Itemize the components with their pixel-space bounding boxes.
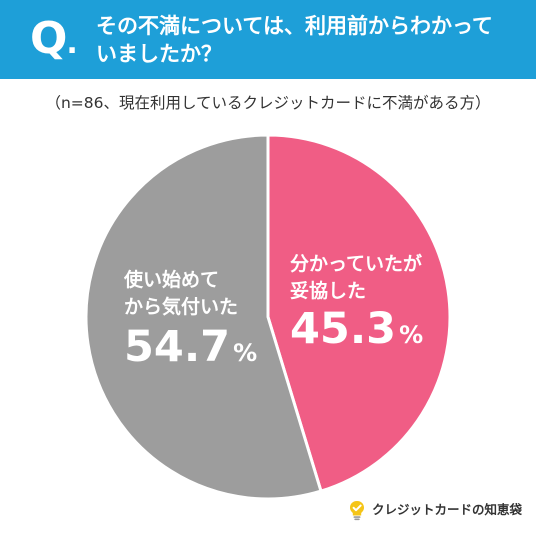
lightbulb-check-icon (349, 501, 364, 521)
slice-label-line-2: から気付いた (124, 295, 238, 318)
question-text: その不満については、利用前からわかって いましたか？ (96, 12, 516, 68)
brand-logo: クレジットカードの知恵袋 (346, 498, 522, 522)
slice-label-line-1: 使い始めて (123, 268, 219, 291)
question-header: Q. その不満については、利用前からわかって いましたか？ (0, 0, 536, 79)
slice-label-line-2: 妥協した (290, 280, 366, 302)
question-q-mark: Q. (30, 11, 78, 72)
brand-text: クレジットカードの知恵袋 (371, 502, 522, 517)
pie-slice-1 (266, 133, 452, 493)
slice-value-unit: % (233, 339, 257, 367)
sample-note: （n=86、現在利用しているクレジットカードに不満がある方） (45, 94, 491, 112)
slice-label-line-1: 分かっていたが (290, 252, 422, 275)
q-letter: Q (30, 13, 67, 64)
slice-value-unit: % (399, 321, 423, 349)
pie-slice-2 (84, 133, 323, 501)
q-dot: . (66, 26, 77, 61)
question-line-1: その不満については、利用前からわかって (96, 14, 493, 38)
slice-value-label: 54.7% (124, 322, 257, 372)
question-line-2: いましたか？ (96, 42, 222, 66)
